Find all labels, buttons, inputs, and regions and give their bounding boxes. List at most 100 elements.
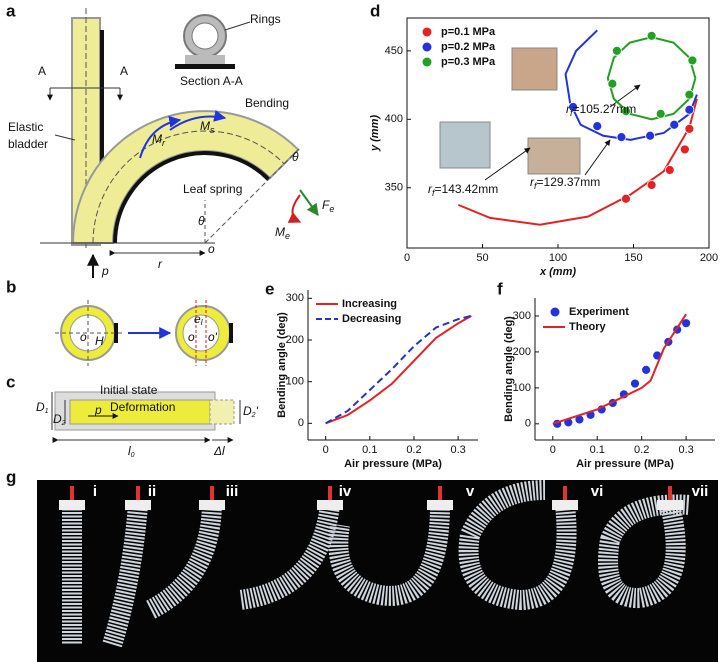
force-arrow [299, 189, 319, 216]
line [325, 314, 472, 425]
annotation-base: r [428, 182, 433, 196]
leader [224, 21, 251, 31]
symbol: o [80, 330, 87, 344]
x-axis-label: Air pressure (MPa) [344, 458, 442, 470]
symbol: H [95, 334, 104, 348]
legend-label: p=0.2 MPa [441, 41, 496, 53]
label: A [38, 64, 46, 78]
point [607, 78, 618, 89]
symbol: Mr [152, 132, 166, 148]
tube-inlet [668, 486, 672, 500]
y-tick-label: 200 [286, 334, 304, 346]
tube-inlet [136, 486, 140, 500]
symbol-sub: 0 [131, 452, 135, 459]
symbol-base: F [322, 198, 330, 212]
symbol-base: M [200, 119, 210, 133]
symbol: Ms [200, 119, 215, 135]
y-tick-label: 0 [298, 417, 304, 429]
annotation: rf=143.42mm [428, 182, 498, 198]
symbol-base: M [275, 225, 285, 239]
point [641, 364, 652, 375]
guide [204, 147, 301, 244]
actuator [238, 503, 340, 610]
label: Elastic [8, 120, 43, 134]
x-tick-label: 0.2 [634, 444, 649, 456]
photo-label: vi [591, 483, 604, 500]
line [325, 314, 472, 425]
y-axis-label: Bending angle (deg) [503, 316, 515, 422]
cap [317, 500, 343, 510]
point [664, 165, 675, 175]
x-tick-label: 200 [700, 252, 718, 264]
annotation-sub: f [432, 188, 436, 198]
point [621, 106, 631, 116]
legend-label: Experiment [569, 306, 629, 318]
annotation-base: r [530, 175, 535, 189]
y-tick-label: 100 [286, 376, 304, 388]
panel-label: g [6, 467, 16, 486]
inset-photo [527, 137, 581, 175]
line [552, 313, 687, 425]
diagram-c: Initial state Deformation D1 D2 p D2' l0… [36, 383, 259, 459]
point [669, 119, 680, 130]
symbol-base: e [194, 312, 201, 326]
symbol: θ [198, 214, 205, 228]
diagram-a: Rings Section A-A A A Elastic bladder Be… [8, 8, 334, 278]
label: Section A-A [180, 74, 243, 88]
tube-inlet [210, 486, 214, 500]
y-tick-label: 450 [385, 45, 403, 57]
y-tick-label: 0 [525, 418, 531, 430]
symbol-base: M [152, 132, 162, 146]
tube-inlet [563, 486, 567, 500]
symbol: r [158, 257, 163, 271]
y-tick-label: 350 [385, 182, 403, 194]
symbol-base: D [53, 412, 62, 426]
actuator [102, 504, 148, 648]
symbol-base: l [128, 444, 131, 458]
point [679, 144, 690, 155]
point [630, 378, 640, 389]
line [606, 36, 697, 121]
point [646, 180, 657, 190]
diagram-b: o H el o o' [55, 300, 233, 366]
symbol-tail: ' [256, 404, 259, 418]
actuator [328, 504, 450, 606]
x-tick-label: 50 [476, 252, 488, 264]
actuator-photos [62, 480, 691, 648]
symbol-sub: l [201, 318, 203, 327]
annotation-sub: f [534, 181, 538, 191]
point [684, 104, 695, 115]
point [655, 108, 666, 119]
photo-label: ii [148, 483, 156, 500]
point [592, 121, 603, 132]
x-axis-label: x (mm) [539, 266, 576, 278]
x-tick-label: 100 [549, 252, 567, 264]
tube-inlet [328, 486, 332, 500]
x-axis-label: Air pressure (MPa) [576, 458, 674, 470]
symbol-sub: e [285, 231, 290, 241]
panel-label: f [497, 279, 503, 298]
symbol-sub: e [329, 204, 334, 214]
spring [114, 323, 118, 343]
point [621, 193, 631, 204]
y-tick-label: 300 [513, 310, 531, 322]
legend-label: Increasing [342, 298, 397, 310]
legend-label: Decreasing [342, 313, 401, 325]
tube-inlet [438, 486, 442, 500]
photo-label: iv [339, 483, 352, 500]
panel-label: a [6, 1, 16, 20]
x-tick-label: 150 [624, 252, 642, 264]
actuator [145, 504, 222, 619]
symbol-base: D [36, 400, 45, 414]
cap [59, 500, 85, 510]
panel-label: c [6, 372, 15, 391]
symbol-base: D [243, 404, 252, 418]
symbol: o [208, 242, 215, 256]
photo-label: vii [692, 483, 709, 500]
symbol: Fe [322, 198, 334, 214]
point [687, 55, 698, 66]
section-hole [182, 314, 220, 352]
leaf-spring [100, 30, 104, 242]
symbol-sub: 2 [251, 412, 256, 419]
y-axis-label: y (mm) [369, 115, 381, 152]
